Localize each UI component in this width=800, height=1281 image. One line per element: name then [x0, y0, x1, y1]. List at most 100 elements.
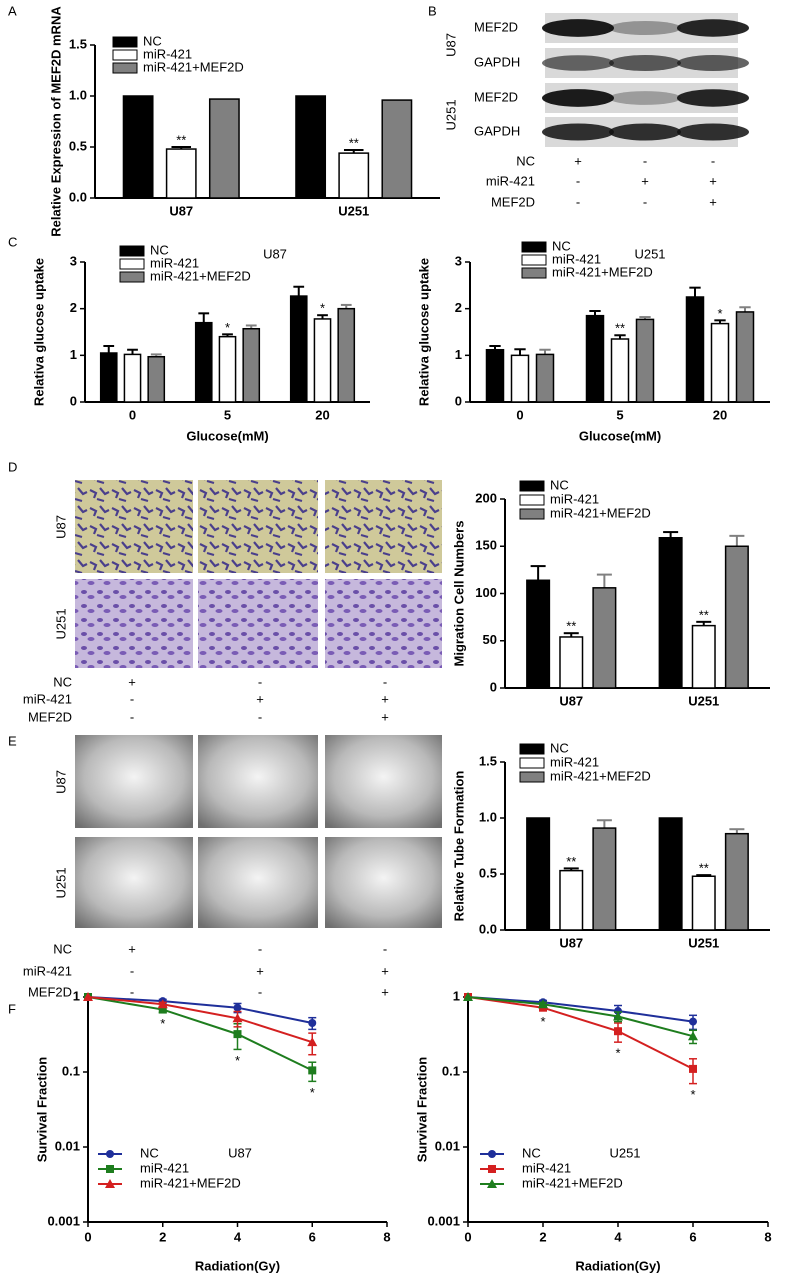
legend-label: miR-421: [550, 491, 599, 506]
condition-sign: +: [709, 173, 717, 188]
legend-marker: [106, 1165, 114, 1173]
blot-band: [609, 123, 681, 141]
blot-row-label: MEF2D: [474, 89, 518, 104]
significance: *: [690, 1087, 695, 1102]
y-tick-label: 0.1: [442, 1063, 460, 1078]
legend-label: NC: [143, 33, 162, 48]
y-tick-label: 150: [475, 538, 497, 553]
legend-swatch: [119, 245, 145, 257]
bar: [592, 827, 617, 931]
legend-label: miR-421: [143, 46, 192, 61]
bar: [242, 327, 261, 403]
bar: [381, 99, 413, 199]
legend-marker: [488, 1150, 496, 1158]
blot-band: [609, 91, 681, 105]
legend-label: NC: [150, 242, 169, 257]
y-axis-title: Survival Fraction: [414, 1057, 429, 1163]
blot-band: [542, 123, 614, 141]
x-tick-label: 4: [234, 1229, 242, 1244]
bar: [658, 817, 683, 931]
y-tick-label: 0: [455, 393, 462, 408]
y-axis-title: Migration Cell Numbers: [451, 521, 466, 667]
legend-label: miR-421+MEF2D: [522, 1175, 623, 1190]
bar: [658, 536, 683, 689]
panel-label: B: [428, 3, 437, 18]
y-tick-label: 1.5: [479, 753, 497, 768]
legend-label: miR-421+MEF2D: [550, 768, 651, 783]
y-tick-label: 0.01: [55, 1138, 80, 1153]
condition-label: MEF2D: [28, 984, 72, 999]
x-tick-label: U87: [559, 935, 583, 950]
significance: **: [699, 607, 709, 622]
micrograph: [198, 837, 318, 928]
x-axis-title: Radiation(Gy): [195, 1258, 280, 1273]
micrograph: [325, 579, 442, 668]
x-tick-label: U251: [688, 693, 719, 708]
y-tick-label: 1.0: [479, 809, 497, 824]
micrograph: [75, 480, 193, 573]
legend-swatch: [119, 258, 145, 270]
blot-band: [609, 55, 681, 71]
condition-sign: +: [256, 691, 264, 706]
micrograph: [75, 837, 193, 928]
significance: **: [566, 854, 576, 869]
y-tick-label: 3: [70, 253, 77, 268]
bar: [122, 95, 154, 199]
condition-sign: +: [381, 691, 389, 706]
legend-swatch: [519, 508, 545, 520]
condition-label: NC: [53, 674, 72, 689]
point: [614, 1007, 622, 1016]
condition-sign: -: [130, 709, 134, 724]
bar: [724, 545, 749, 689]
legend-swatch: [112, 36, 138, 48]
legend-marker: [488, 1165, 496, 1173]
bar: [691, 624, 716, 689]
bar: [485, 348, 505, 403]
legend-label: NC: [552, 238, 571, 253]
condition-label: miR-421: [486, 173, 535, 188]
significance: *: [235, 1053, 240, 1068]
point: [614, 1027, 622, 1036]
condition-sign: +: [641, 173, 649, 188]
legend-swatch: [521, 267, 547, 279]
legend-marker: [106, 1150, 114, 1158]
micrograph: [198, 735, 318, 828]
legend-label: miR-421: [150, 255, 199, 270]
point: [307, 1037, 318, 1047]
legend-swatch: [519, 480, 545, 492]
legend-marker: [487, 1179, 497, 1188]
y-tick-label: 3: [455, 253, 462, 268]
micrograph: [198, 579, 318, 668]
condition-sign: -: [130, 691, 134, 706]
point: [233, 1030, 242, 1039]
blot-band: [542, 89, 614, 107]
bar: [559, 636, 584, 689]
condition-sign: -: [130, 963, 134, 978]
y-axis-title: Relative Expression of MEF2D mRNA: [48, 6, 63, 237]
legend-marker: [105, 1179, 115, 1188]
y-tick-label: 0.0: [479, 921, 497, 936]
legend-swatch: [519, 771, 545, 783]
condition-sign: -: [643, 194, 647, 209]
y-tick-label: 1: [70, 347, 77, 362]
significance: **: [615, 321, 625, 336]
condition-sign: -: [576, 173, 580, 188]
point: [233, 1003, 242, 1012]
legend-swatch: [119, 271, 145, 283]
x-tick-label: U87: [559, 693, 583, 708]
x-axis-title: Glucose(mM): [579, 428, 661, 443]
bar: [559, 869, 584, 931]
bar: [592, 587, 617, 689]
x-axis-title: Glucose(mM): [186, 428, 268, 443]
legend-label: miR-421+MEF2D: [140, 1175, 241, 1190]
x-tick-label: 6: [689, 1229, 696, 1244]
y-tick-label: 2: [455, 300, 462, 315]
y-axis-title: Relative Tube Formation: [451, 771, 466, 922]
micrograph: [325, 480, 442, 573]
panel-label: D: [8, 459, 17, 474]
bar: [99, 352, 118, 403]
panel-label: E: [8, 733, 17, 748]
x-tick-label: 0: [84, 1229, 91, 1244]
legend-label: miR-421+MEF2D: [552, 264, 653, 279]
